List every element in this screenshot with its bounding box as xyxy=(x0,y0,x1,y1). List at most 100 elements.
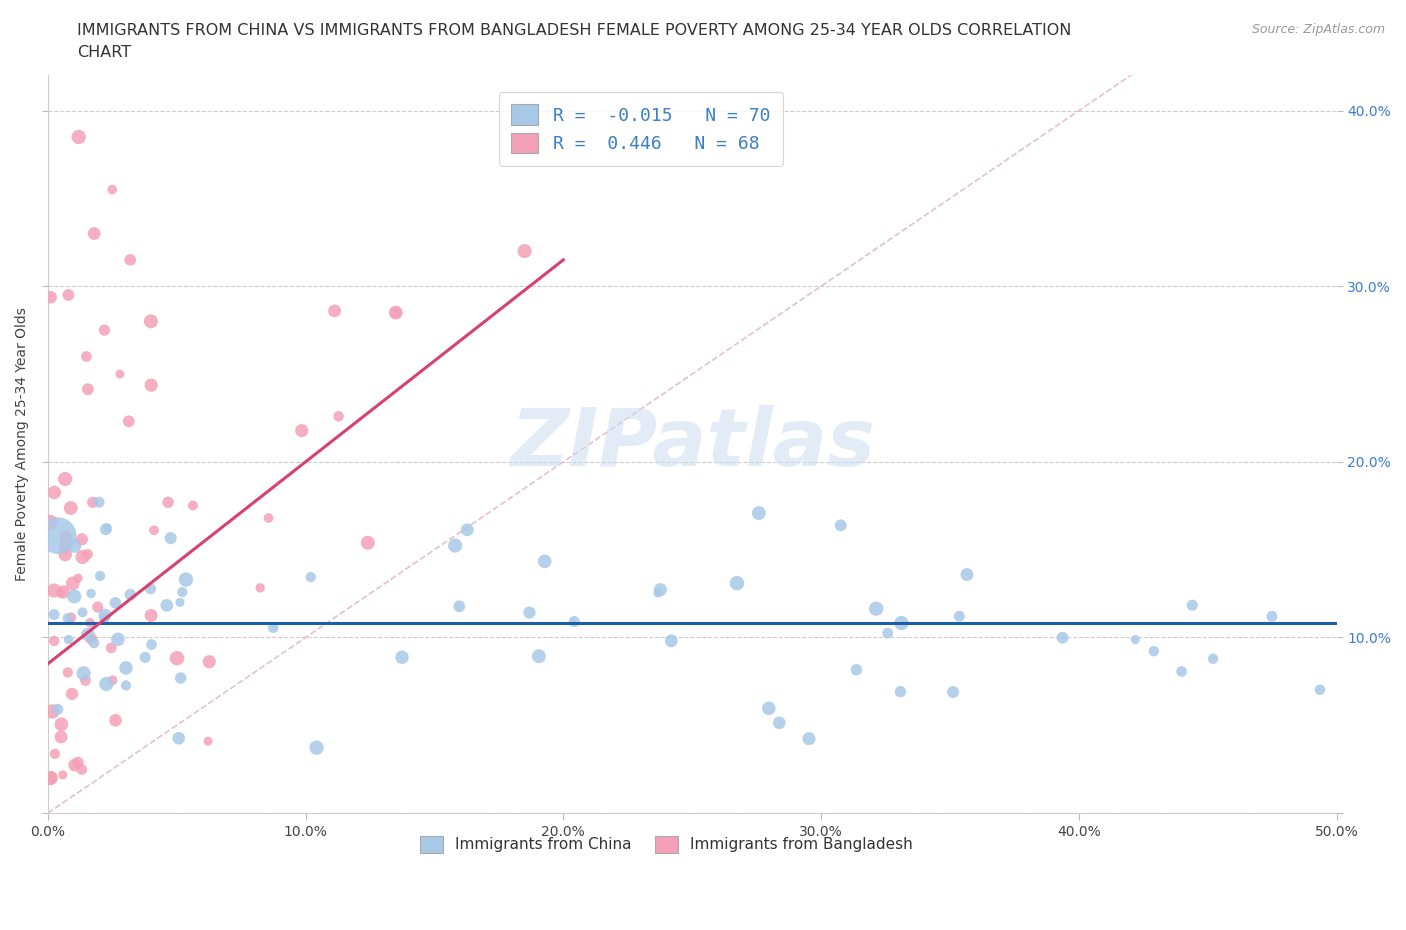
Point xyxy=(101,182,124,197)
Point xyxy=(53,543,76,558)
Point xyxy=(942,684,965,699)
Point xyxy=(46,528,69,543)
Point xyxy=(58,287,80,302)
Point xyxy=(87,600,110,615)
Point xyxy=(53,472,76,486)
Point xyxy=(167,731,190,746)
Point xyxy=(79,616,101,631)
Point xyxy=(100,641,122,656)
Point xyxy=(79,632,101,647)
Point xyxy=(104,713,127,728)
Point xyxy=(94,522,117,537)
Point xyxy=(70,532,93,547)
Point xyxy=(120,587,142,602)
Point xyxy=(58,632,80,647)
Point xyxy=(56,611,79,626)
Point xyxy=(797,731,820,746)
Point xyxy=(42,583,65,598)
Point xyxy=(39,771,62,786)
Point xyxy=(75,349,97,364)
Point xyxy=(449,599,471,614)
Point xyxy=(76,547,98,562)
Point xyxy=(956,567,979,582)
Point xyxy=(108,366,131,381)
Point xyxy=(87,495,110,510)
Point xyxy=(77,627,100,642)
Point xyxy=(139,378,162,392)
Point xyxy=(1181,598,1204,613)
Point xyxy=(166,651,188,666)
Point xyxy=(257,511,280,525)
Point xyxy=(44,633,66,648)
Point xyxy=(169,595,191,610)
Point xyxy=(830,518,852,533)
Point xyxy=(49,585,72,600)
Point xyxy=(60,686,83,701)
Point xyxy=(562,614,585,629)
Point xyxy=(104,595,127,610)
Point xyxy=(748,506,770,521)
Point xyxy=(143,523,166,538)
Point xyxy=(328,409,350,424)
Point xyxy=(456,523,478,538)
Point xyxy=(52,585,75,600)
Point xyxy=(323,303,346,318)
Point xyxy=(66,755,89,770)
Point xyxy=(172,585,194,600)
Point xyxy=(89,568,111,583)
Point xyxy=(96,520,118,535)
Point xyxy=(291,423,314,438)
Point xyxy=(1309,683,1331,698)
Point xyxy=(139,581,162,596)
Point xyxy=(115,678,138,693)
Point xyxy=(262,620,284,635)
Point xyxy=(141,637,163,652)
Point xyxy=(72,550,94,565)
Point xyxy=(157,495,180,510)
Point xyxy=(107,631,129,646)
Point xyxy=(52,767,75,782)
Point xyxy=(44,485,66,500)
Point xyxy=(53,547,76,562)
Point xyxy=(890,616,912,631)
Point xyxy=(118,414,141,429)
Point xyxy=(889,684,911,699)
Point xyxy=(647,586,669,601)
Point xyxy=(39,290,62,305)
Point xyxy=(93,610,115,625)
Point xyxy=(299,570,322,585)
Point xyxy=(159,531,181,546)
Point xyxy=(768,715,790,730)
Point xyxy=(156,598,179,613)
Point xyxy=(63,758,86,773)
Legend: Immigrants from China, Immigrants from Bangladesh: Immigrants from China, Immigrants from B… xyxy=(412,828,921,861)
Point xyxy=(876,626,898,641)
Text: CHART: CHART xyxy=(77,45,131,60)
Point xyxy=(249,580,271,595)
Point xyxy=(39,514,62,529)
Point xyxy=(46,702,69,717)
Point xyxy=(75,673,97,688)
Y-axis label: Female Poverty Among 25-34 Year Olds: Female Poverty Among 25-34 Year Olds xyxy=(15,307,30,581)
Point xyxy=(444,538,467,553)
Point xyxy=(59,610,82,625)
Point xyxy=(519,605,541,620)
Point xyxy=(44,747,66,762)
Point xyxy=(1202,651,1225,666)
Point xyxy=(758,701,780,716)
Point xyxy=(134,650,156,665)
Point xyxy=(725,576,748,591)
Point xyxy=(41,704,63,719)
Point xyxy=(83,636,105,651)
Point xyxy=(63,538,86,553)
Point xyxy=(82,495,104,510)
Point xyxy=(72,604,94,619)
Point xyxy=(39,771,62,786)
Point xyxy=(391,650,413,665)
Point xyxy=(169,671,191,685)
Point xyxy=(1261,609,1284,624)
Point xyxy=(659,633,682,648)
Point xyxy=(96,676,118,691)
Point xyxy=(70,762,93,777)
Point xyxy=(83,226,105,241)
